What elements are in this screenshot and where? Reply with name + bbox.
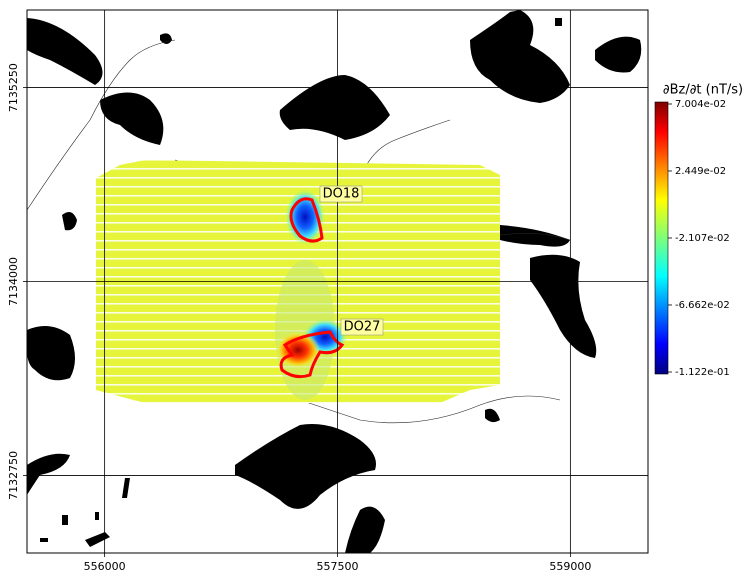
annotation: DO18 bbox=[323, 187, 360, 202]
annotation: DO27 bbox=[344, 320, 381, 335]
annotation-box bbox=[340, 318, 384, 336]
lake bbox=[500, 225, 570, 247]
lake bbox=[235, 424, 376, 509]
road bbox=[27, 39, 176, 211]
lake bbox=[595, 36, 642, 73]
y-tick-label: 7132750 bbox=[7, 451, 20, 500]
conductor-outline bbox=[279, 330, 345, 379]
colorbar-label: ∂Bz/∂t (nT/s) bbox=[663, 83, 743, 98]
lake bbox=[27, 18, 103, 85]
y-tick-label: 7134000 bbox=[7, 257, 20, 306]
annotation-box bbox=[319, 185, 363, 203]
lake bbox=[345, 506, 385, 553]
colorbar bbox=[654, 101, 669, 375]
x-tick-label: 556000 bbox=[84, 560, 126, 573]
map-area bbox=[27, 10, 648, 553]
colorbar-tick-label: -6.662e-02 bbox=[675, 300, 730, 311]
lake bbox=[530, 254, 597, 358]
conductor-outline bbox=[289, 197, 324, 243]
colorbar-tick-label: 7.004e-02 bbox=[675, 99, 726, 110]
colorbar-tick-label: -2.107e-02 bbox=[675, 233, 730, 244]
lake bbox=[279, 75, 390, 140]
x-tick-label: 557500 bbox=[317, 560, 359, 573]
lake bbox=[62, 211, 77, 231]
lake bbox=[470, 10, 570, 103]
lake bbox=[27, 453, 70, 495]
colorbar-tick-label: 2.449e-02 bbox=[675, 166, 726, 177]
colorbar-tick-label: -1.122e-01 bbox=[675, 367, 730, 378]
y-tick-label: 7135250 bbox=[7, 63, 20, 112]
x-tick-label: 559000 bbox=[549, 560, 591, 573]
lake bbox=[100, 92, 164, 145]
lake bbox=[27, 326, 75, 381]
anomaly bbox=[276, 332, 320, 368]
